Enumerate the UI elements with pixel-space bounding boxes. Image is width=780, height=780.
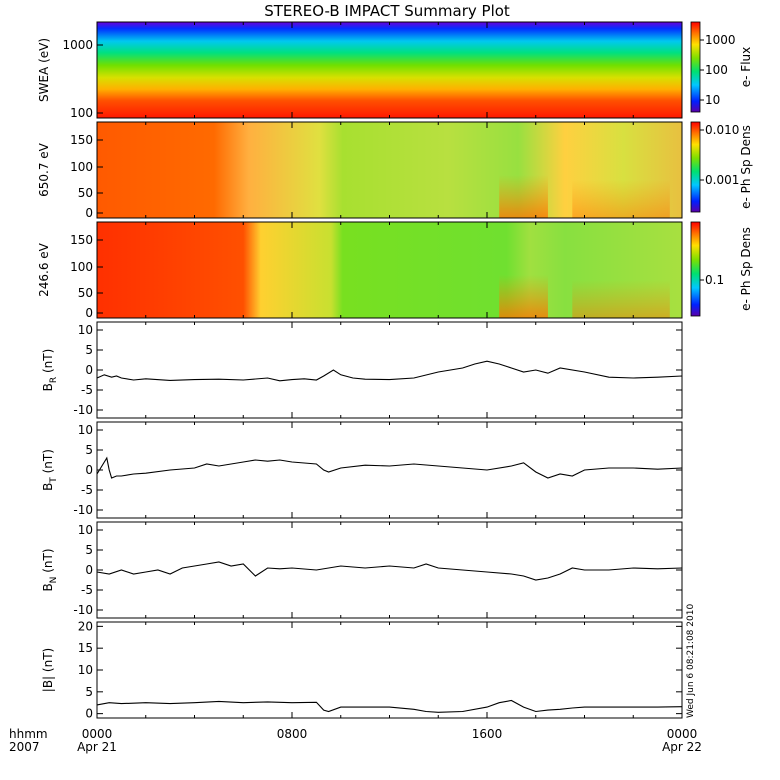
bmag-y-tick-label: 20 <box>78 619 93 633</box>
br-label-unit: (nT) <box>41 349 55 377</box>
bn-y-tick-label: 5 <box>85 543 93 557</box>
bn-y-tick-label: 10 <box>78 523 93 537</box>
bt-label-unit: (nT) <box>41 449 55 477</box>
bmag-y-tick-label: 5 <box>85 685 93 699</box>
swea-flux-heatmap-fill <box>97 22 682 118</box>
swea-flux-colorbar <box>690 21 701 113</box>
pad-650-warm-region <box>499 174 548 218</box>
br-label-subscript: R <box>49 377 59 383</box>
pad-246-y-tick-label: 50 <box>78 286 93 300</box>
bt-y-tick-label: 10 <box>78 423 93 437</box>
pad-650-frame <box>96 121 683 219</box>
bmag-y-axis-label: |B| (nT) <box>41 648 55 692</box>
br-frame <box>96 321 683 419</box>
pad-650-colorbar-tick-label: 0.001 <box>705 173 739 187</box>
bn-frame <box>96 521 683 619</box>
pad-246-y-axis-label: 246.6 eV <box>37 242 51 297</box>
pad-246-colorbar-label: e- Ph Sp Dens <box>739 227 753 311</box>
pad-650-y-tick-label: 150 <box>70 133 93 147</box>
bmag-frame <box>96 621 683 719</box>
x-tick-label-1: 0800 <box>277 727 308 741</box>
date-label-start: Apr 21 <box>77 740 117 754</box>
br-y-tick-label: -5 <box>81 383 93 397</box>
swea-flux-colorbar-label: e- Flux <box>739 47 753 87</box>
bmag-series-line <box>96 699 683 713</box>
year-label: 2007 <box>9 740 40 754</box>
plot-title: STEREO-B IMPACT Summary Plot <box>264 2 510 20</box>
bt-y-axis-label: BT (nT) <box>41 449 59 491</box>
date-label-end: Apr 22 <box>662 740 702 754</box>
pad-650-y-axis-label: 650.7 eV <box>37 142 51 197</box>
pad-246-colorbar-tick-label: 0.1 <box>705 273 724 287</box>
swea-flux-y-tick-label: 1000 <box>62 38 93 52</box>
br-y-axis-label: BR (nT) <box>41 349 59 392</box>
bn-y-tick-label: -10 <box>73 603 93 617</box>
br-y-tick-label: 0 <box>85 363 93 377</box>
swea-flux-y-tick-label: 100 <box>70 106 93 120</box>
pad-650-colorbar <box>690 121 701 213</box>
bn-label-subscript: N <box>49 577 59 584</box>
pad-246-warm-region <box>499 274 548 318</box>
x-tick-label-2: 1600 <box>472 727 503 741</box>
pad-246-y-tick-label: 150 <box>70 233 93 247</box>
swea-flux-y-axis-label: SWEA (eV) <box>37 38 51 102</box>
bt-y-tick-label: -10 <box>73 503 93 517</box>
bt-y-tick-label: -5 <box>81 483 93 497</box>
bt-y-tick-label: 5 <box>85 443 93 457</box>
pad-246-y-tick-label: 100 <box>70 260 93 274</box>
pad-246-y-tick-label: 0 <box>85 306 93 320</box>
swea-flux-frame <box>96 21 683 119</box>
pad-650-colorbar-label: e- Ph Sp Dens <box>739 125 753 209</box>
time-unit-label: hhmm <box>9 727 48 741</box>
br-series-line <box>96 360 683 382</box>
br-y-tick-label: 5 <box>85 343 93 357</box>
bmag-y-tick-label: 0 <box>85 707 93 721</box>
pad-650-y-tick-label: 100 <box>70 160 93 174</box>
bmag-y-tick-label: 15 <box>78 641 93 655</box>
bt-series-line <box>96 456 683 479</box>
pad-246-warm-region-2 <box>572 279 670 318</box>
bn-y-axis-label: BN (nT) <box>41 548 59 591</box>
bmag-y-tick-label: 10 <box>78 663 93 677</box>
br-label-main: B <box>41 383 55 391</box>
pad-650-warm-region-2 <box>572 179 670 218</box>
pad-246-frame <box>96 221 683 319</box>
bt-frame <box>96 421 683 519</box>
swea-flux-colorbar-tick-label: 1000 <box>705 33 736 47</box>
bt-label-main: B <box>41 483 55 491</box>
bn-y-tick-label: -5 <box>81 583 93 597</box>
pad-650-y-tick-label: 50 <box>78 186 93 200</box>
bn-y-tick-label: 0 <box>85 563 93 577</box>
x-tick-label-0: 0000 <box>82 727 113 741</box>
bn-label-main: B <box>41 583 55 591</box>
bt-label-subscript: T <box>49 477 59 484</box>
pad-650-colorbar-tick-label: 0.010 <box>705 123 739 137</box>
x-tick-label-3: 0000 <box>667 727 698 741</box>
bn-series-line <box>96 561 683 581</box>
swea-flux-colorbar-tick-label: 100 <box>705 63 728 77</box>
timestamp: Wed Jun 6 08:21:08 2010 <box>686 604 696 718</box>
pad-246-colorbar <box>690 221 701 317</box>
swea-flux-colorbar-tick-label: 10 <box>705 93 720 107</box>
bt-y-tick-label: 0 <box>85 463 93 477</box>
pad-650-y-tick-label: 0 <box>85 206 93 220</box>
bn-label-unit: (nT) <box>41 548 55 576</box>
br-y-tick-label: 10 <box>78 323 93 337</box>
br-y-tick-label: -10 <box>73 403 93 417</box>
